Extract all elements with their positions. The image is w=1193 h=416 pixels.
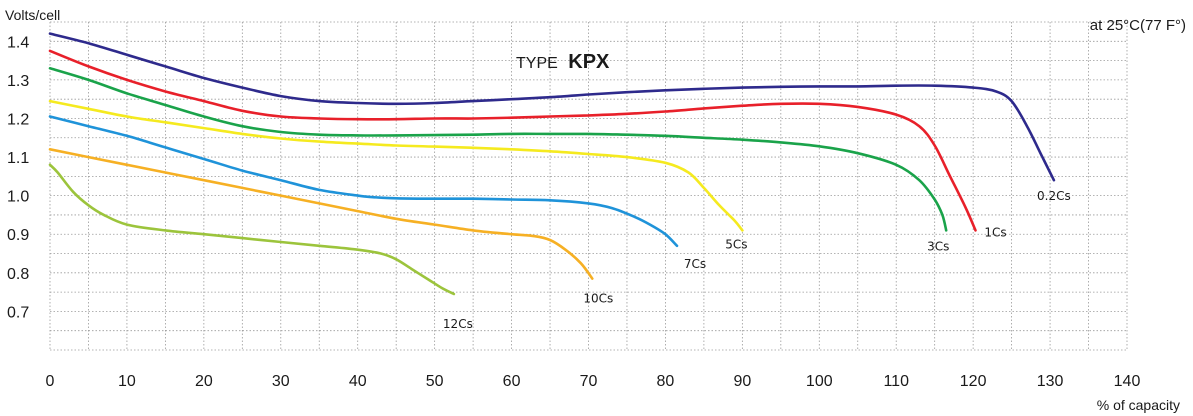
y-tick-label: 0.9 — [7, 227, 29, 244]
x-tick-label: 20 — [195, 373, 213, 390]
series-label-0-2cs: 0.2Cs — [1037, 189, 1071, 203]
x-axis-title: % of capacity — [1097, 397, 1180, 413]
chart-title-prefix: TYPE — [516, 55, 558, 72]
x-tick-label: 40 — [349, 373, 367, 390]
grid — [49, 21, 1128, 351]
condition-note: at 25°C(77 F°) — [1090, 17, 1186, 34]
series-line-10cs — [48, 148, 594, 280]
y-tick-label: 1.1 — [7, 150, 29, 167]
series-lines — [48, 32, 1056, 296]
series-line-0-2cs — [48, 32, 1056, 182]
series-label-5cs: 5Cs — [725, 237, 747, 251]
x-tick-label: 0 — [46, 373, 55, 390]
y-axis-ticks: 1.4 1.3 1.2 1.1 1.0 0.9 0.8 0.7 — [7, 34, 29, 321]
series-labels: 0.2Cs 1Cs 3Cs 5Cs 7Cs 10Cs 12Cs — [443, 189, 1071, 331]
series-label-12cs: 12Cs — [443, 317, 473, 331]
series-label-10cs: 10Cs — [583, 292, 613, 306]
x-tick-label: 130 — [1037, 373, 1064, 390]
x-tick-label: 60 — [503, 373, 521, 390]
y-tick-label: 0.7 — [7, 304, 29, 321]
x-tick-label: 120 — [960, 373, 987, 390]
y-tick-label: 0.8 — [7, 266, 29, 283]
x-tick-label: 50 — [426, 373, 444, 390]
series-line-7cs — [48, 115, 679, 248]
x-tick-label: 140 — [1114, 373, 1141, 390]
series-label-3cs: 3Cs — [927, 239, 949, 253]
y-tick-label: 1.4 — [7, 34, 29, 51]
series-line-1cs — [48, 49, 977, 232]
y-tick-label: 1.0 — [7, 189, 29, 206]
y-tick-label: 1.3 — [7, 73, 29, 90]
chart-title-model: KPX — [568, 51, 610, 73]
series-label-1cs: 1Cs — [984, 225, 1006, 239]
y-axis-title: Volts/cell — [5, 7, 60, 23]
series-line-3cs — [48, 67, 948, 232]
x-tick-label: 80 — [657, 373, 675, 390]
x-tick-label: 30 — [272, 373, 290, 390]
series-line-12cs — [48, 163, 456, 296]
y-tick-label: 1.2 — [7, 111, 29, 128]
x-tick-label: 10 — [118, 373, 136, 390]
x-tick-label: 100 — [806, 373, 833, 390]
series-label-7cs: 7Cs — [684, 257, 706, 271]
x-tick-label: 90 — [733, 373, 751, 390]
chart-title: TYPE KPX — [516, 51, 610, 73]
x-axis-ticks: 0 10 20 30 40 50 60 70 80 90 100 110 120 130 140 — [46, 373, 1141, 390]
x-tick-label: 110 — [883, 373, 909, 390]
x-tick-label: 70 — [580, 373, 598, 390]
series-line-5cs — [48, 99, 744, 232]
